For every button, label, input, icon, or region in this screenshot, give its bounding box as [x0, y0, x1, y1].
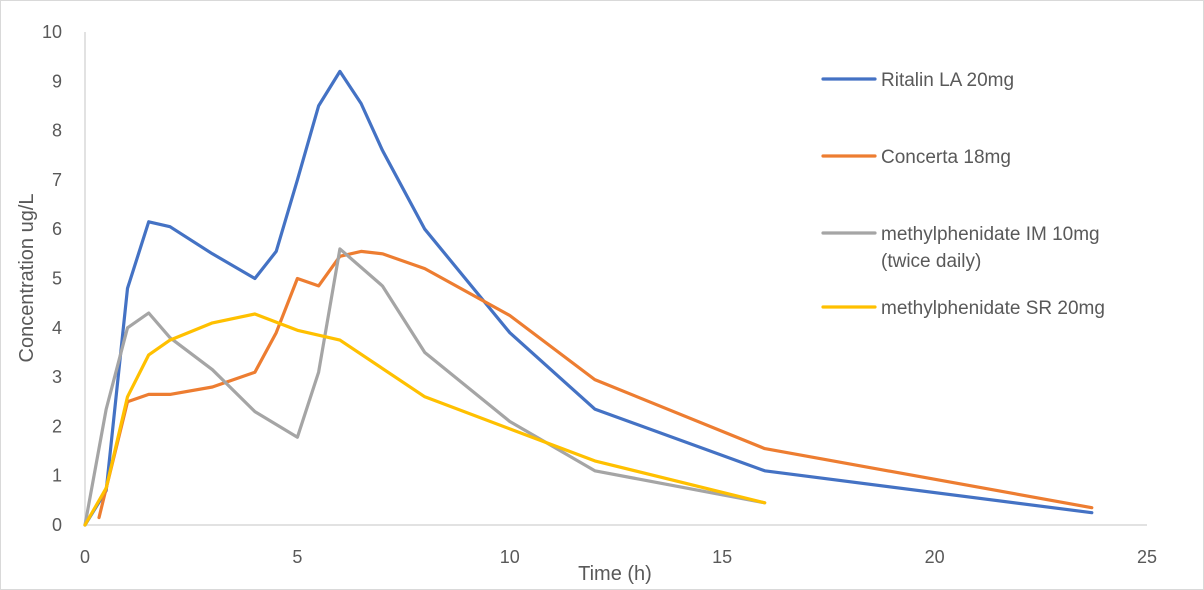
series-line-1 — [83, 69, 1094, 527]
y-tick-label: 10 — [42, 22, 62, 42]
x-tick-label: 15 — [712, 547, 732, 567]
axes: 0 1 2 3 4 5 6 7 8 9 10 0 5 10 15 20 25 — [42, 22, 1157, 567]
y-tick-label: 1 — [52, 466, 62, 486]
series-lines — [83, 69, 1094, 527]
legend-label: methylphenidate IM 10mg — [881, 224, 1100, 245]
series-line-2 — [97, 249, 1094, 520]
legend-label: (twice daily) — [881, 251, 981, 272]
y-tick-label: 7 — [52, 170, 62, 190]
y-tick-label: 6 — [52, 219, 62, 239]
legend: Ritalin LA 20mg Concerta 18mg methylphenid… — [821, 70, 1105, 319]
y-tick-label: 2 — [52, 416, 62, 436]
x-tick-label: 20 — [925, 547, 945, 567]
y-tick-label: 9 — [52, 71, 62, 91]
series-line-3 — [83, 247, 767, 527]
x-axis-title: Time (h) — [578, 563, 652, 585]
y-tick-label: 4 — [52, 318, 62, 338]
series-line-4 — [83, 312, 767, 527]
x-tick-label: 0 — [80, 547, 90, 567]
x-tick-label: 25 — [1137, 547, 1157, 567]
y-tick-label: 0 — [52, 515, 62, 535]
y-axis-title: Concentration ug/L — [16, 193, 38, 362]
y-tick-label: 5 — [52, 269, 62, 289]
y-tick-label: 8 — [52, 121, 62, 141]
y-tick-label: 3 — [52, 367, 62, 387]
legend-label: methylphenidate SR 20mg — [881, 298, 1105, 319]
legend-label: Ritalin LA 20mg — [881, 70, 1014, 91]
x-tick-label: 5 — [292, 547, 302, 567]
x-tick-label: 10 — [500, 547, 520, 567]
legend-label: Concerta 18mg — [881, 147, 1011, 168]
